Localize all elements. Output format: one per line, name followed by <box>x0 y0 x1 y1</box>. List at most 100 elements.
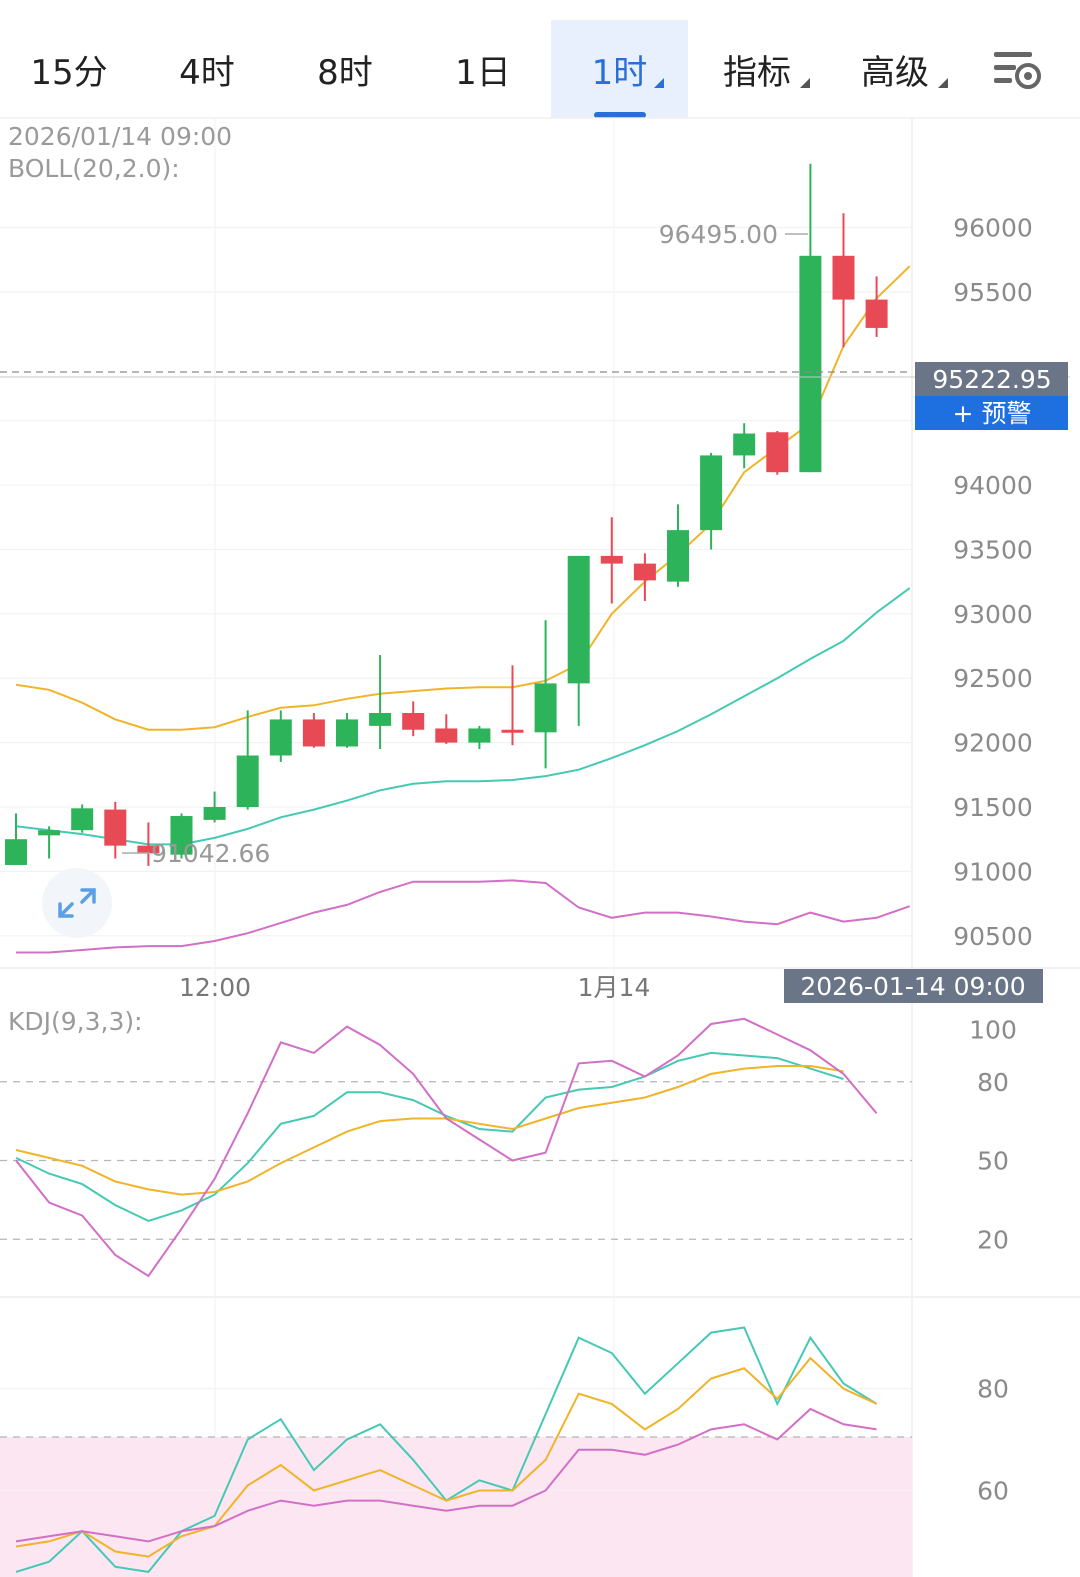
candle[interactable] <box>137 822 160 866</box>
high-price-annotation: 96495.00 <box>659 220 778 249</box>
dropdown-corner-icon <box>654 78 664 88</box>
candle[interactable] <box>600 517 623 604</box>
candle[interactable] <box>402 701 425 737</box>
price-tick-label: 92000 <box>953 729 1033 758</box>
kdj-tick-label: 50 <box>977 1147 1009 1176</box>
candle[interactable] <box>766 430 789 475</box>
tab-label: 指标 <box>723 52 791 93</box>
candle[interactable] <box>336 713 358 748</box>
candle-body <box>104 809 127 846</box>
candle[interactable] <box>567 555 590 726</box>
pane3-tick-label: 60 <box>977 1476 1009 1505</box>
kdj-tick-label: 80 <box>977 1068 1009 1097</box>
price-tick-label: 90500 <box>953 922 1033 951</box>
candle[interactable] <box>832 213 855 348</box>
candle[interactable] <box>170 813 193 859</box>
candle-body <box>71 808 94 831</box>
tab-label: 15分 <box>30 52 108 93</box>
expand-arrows-icon <box>58 888 96 918</box>
price-alert-button[interactable]: + 预警 <box>915 396 1068 430</box>
tab-4h[interactable]: 4时 <box>138 20 276 118</box>
tab-1h[interactable]: 1时 <box>551 20 688 118</box>
price-tick-label: 96000 <box>953 213 1033 242</box>
candle-body <box>38 830 61 836</box>
tab-indicators[interactable]: 指标 <box>688 20 826 118</box>
candle-body <box>137 845 160 854</box>
price-tick-label: 91500 <box>953 793 1033 822</box>
candle-body <box>302 719 325 747</box>
current-price-tag-bg <box>915 362 1068 396</box>
active-tab-indicator <box>594 112 646 118</box>
kdj-tick-label: 100 <box>969 1015 1017 1044</box>
time-axis-label: 1月14 <box>578 973 651 1002</box>
candle[interactable] <box>733 423 756 469</box>
candle-body <box>336 719 358 747</box>
candle-body <box>567 555 590 684</box>
chart-settings-icon[interactable] <box>990 46 1046 96</box>
candle[interactable] <box>633 553 656 601</box>
tab-1d[interactable]: 1日 <box>414 20 552 118</box>
tab-15min[interactable]: 15分 <box>0 20 138 118</box>
tab-label: 1日 <box>455 52 511 93</box>
candle-body <box>799 255 822 473</box>
candle[interactable] <box>667 504 689 587</box>
candle-body <box>865 299 888 328</box>
dropdown-corner-icon <box>800 78 810 88</box>
price-tick-label: 91000 <box>953 857 1033 886</box>
price-tick-label: 92500 <box>953 664 1033 693</box>
oversold-zone <box>0 1437 912 1577</box>
low-price-annotation: 91042.66 <box>151 839 270 868</box>
tab-label: 1时 <box>591 52 648 93</box>
tab-advanced[interactable]: 高级 <box>826 20 964 118</box>
pane3-tick-label: 80 <box>977 1375 1009 1404</box>
time-axis-label: 12:00 <box>179 973 251 1002</box>
price-alert-button-bg[interactable] <box>915 396 1068 430</box>
price-tick-label: 94000 <box>953 471 1033 500</box>
kdj-line-k <box>15 1051 844 1222</box>
price-tick-label: 93500 <box>953 535 1033 564</box>
candle[interactable] <box>534 620 557 769</box>
candle-body <box>170 816 193 855</box>
boll-line-mb <box>15 265 911 731</box>
candle[interactable] <box>700 452 723 550</box>
price-tick-label: 93000 <box>953 600 1033 629</box>
candle-body <box>269 719 292 756</box>
candle[interactable] <box>236 710 259 810</box>
pane3-line2 <box>15 1356 878 1558</box>
candle[interactable] <box>302 713 325 748</box>
candle[interactable] <box>269 710 292 762</box>
candle[interactable] <box>468 725 491 750</box>
current-price-tag: 95222.95 <box>932 365 1051 394</box>
candle-body <box>667 530 689 582</box>
expand-chart-button[interactable] <box>42 868 112 938</box>
boll-indicator-label: BOLL(20,2.0): <box>8 154 180 183</box>
candle-body <box>700 455 723 531</box>
tab-label: 8时 <box>317 52 373 93</box>
pane3-line3 <box>15 1407 877 1543</box>
candle-body <box>766 432 789 473</box>
candle[interactable] <box>501 665 524 746</box>
candle[interactable] <box>38 826 61 859</box>
kdj-tick-label: 20 <box>977 1225 1009 1254</box>
dropdown-corner-icon <box>938 78 948 88</box>
candle-body <box>733 433 756 456</box>
candle-body <box>435 728 458 743</box>
kdj-line-d <box>15 1065 844 1196</box>
candle[interactable] <box>865 276 888 337</box>
candle-body <box>600 555 623 564</box>
price-tick-label: 95500 <box>953 278 1033 307</box>
tab-8h[interactable]: 8时 <box>276 20 414 118</box>
candle[interactable] <box>104 801 127 859</box>
candle[interactable] <box>71 804 94 833</box>
candle-body <box>402 713 425 730</box>
candle-body <box>468 728 491 743</box>
candle[interactable] <box>435 714 458 744</box>
kdj-indicator-label: KDJ(9,3,3): <box>8 1007 143 1036</box>
candle[interactable] <box>5 813 27 865</box>
candle[interactable] <box>799 163 822 473</box>
candle-body <box>369 713 392 726</box>
price-alert-label[interactable]: + 预警 <box>953 399 1032 428</box>
candle[interactable] <box>203 791 226 823</box>
candle[interactable] <box>369 655 392 750</box>
